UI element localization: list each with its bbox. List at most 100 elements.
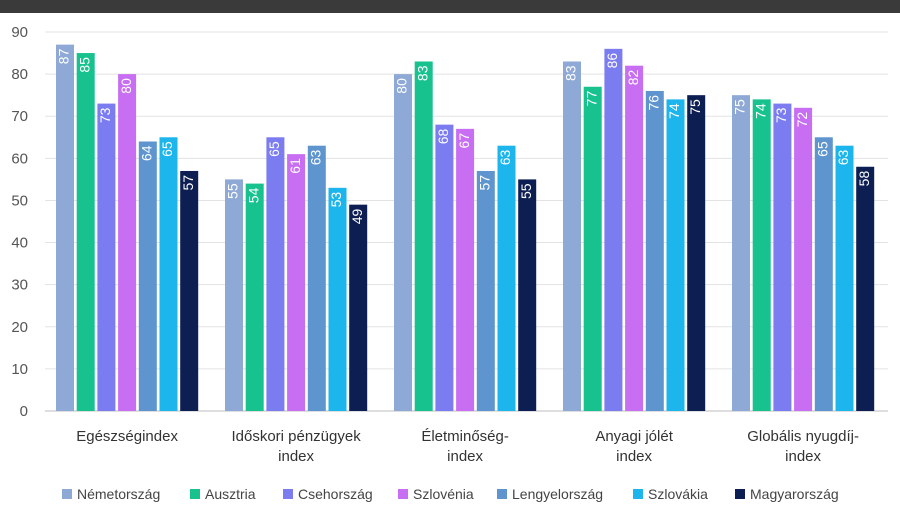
legend-label: Magyarország <box>750 486 839 502</box>
bar-value-label: 73 <box>773 107 789 123</box>
bar-value-label: 58 <box>856 171 872 187</box>
bar-value-label: 63 <box>835 149 851 165</box>
bar-value-label: 74 <box>752 103 768 119</box>
bar <box>138 141 157 411</box>
y-tick-label: 80 <box>11 66 28 83</box>
y-tick-label: 40 <box>11 235 28 252</box>
bar <box>328 187 347 411</box>
bar-value-label: 74 <box>666 103 682 119</box>
bar <box>307 145 326 411</box>
bar-value-label: 57 <box>180 175 196 191</box>
y-tick-label: 50 <box>11 192 28 209</box>
bar-value-label: 65 <box>815 141 831 157</box>
bar <box>394 74 412 411</box>
bar-value-label: 65 <box>266 141 282 157</box>
bar-value-label: 83 <box>563 65 579 81</box>
bar <box>476 170 495 411</box>
y-tick-label: 60 <box>11 150 28 167</box>
bar-value-label: 63 <box>497 149 513 165</box>
bar <box>497 145 516 411</box>
legend-swatch <box>633 489 643 499</box>
bar-value-label: 57 <box>477 175 493 191</box>
bar-value-label: 83 <box>414 65 430 81</box>
bar-value-label: 67 <box>456 133 472 149</box>
bar <box>266 137 285 411</box>
bar <box>794 107 813 412</box>
bar <box>118 74 137 411</box>
bar <box>180 170 199 411</box>
bar-value-label: 55 <box>225 183 241 199</box>
bar <box>518 179 537 411</box>
category-label: Időskori pénzügyek index <box>231 428 361 465</box>
bar-value-label: 53 <box>328 192 344 208</box>
bar-value-label: 54 <box>245 187 261 203</box>
bar-value-label: 63 <box>308 149 324 165</box>
bar <box>287 154 306 411</box>
bar <box>835 145 854 411</box>
bar <box>732 95 750 412</box>
y-tick-label: 10 <box>11 361 28 378</box>
bar <box>814 137 833 411</box>
bar <box>773 103 792 411</box>
bar-value-label: 65 <box>159 141 175 157</box>
bar <box>76 53 95 412</box>
bar <box>645 90 664 411</box>
legend-swatch <box>62 489 72 499</box>
category-label: Globális nyugdíj-index <box>747 428 859 465</box>
bar-value-label: 77 <box>583 91 599 107</box>
legend-swatch <box>497 489 507 499</box>
bar <box>604 48 623 411</box>
bar-value-label: 68 <box>435 128 451 144</box>
y-tick-label: 0 <box>20 403 28 420</box>
bar <box>245 183 264 411</box>
bar <box>563 61 581 411</box>
bar-value-label: 75 <box>732 99 748 115</box>
legend-label: Szlovénia <box>413 486 474 502</box>
y-tick-label: 30 <box>11 277 28 294</box>
bar <box>625 65 644 411</box>
bar <box>456 128 475 411</box>
bar <box>687 95 706 412</box>
bar-value-label: 72 <box>794 112 810 128</box>
bar <box>159 137 178 411</box>
bar <box>225 179 243 411</box>
legend-label: Ausztria <box>205 486 256 502</box>
bar-value-label: 80 <box>118 78 134 94</box>
bar-value-label: 76 <box>646 95 662 111</box>
legend-swatch <box>190 489 200 499</box>
bar-value-label: 87 <box>56 48 72 64</box>
legend-swatch <box>283 489 293 499</box>
bar <box>349 204 368 411</box>
window-top-bar <box>0 0 900 13</box>
bar <box>856 166 875 411</box>
bar <box>435 124 454 412</box>
bar-value-label: 64 <box>139 145 155 161</box>
bar <box>583 86 602 411</box>
legend-label: Németország <box>77 486 160 502</box>
y-tick-label: 70 <box>11 108 28 125</box>
bar <box>56 44 74 412</box>
bar <box>97 103 116 411</box>
legend-swatch <box>735 489 745 499</box>
bar-value-label: 85 <box>76 57 92 73</box>
bar-value-label: 80 <box>394 78 410 94</box>
legend-label: Lengyelország <box>512 486 603 502</box>
category-label: Egészségindex <box>76 428 178 445</box>
legend-swatch <box>398 489 408 499</box>
bar-value-label: 55 <box>518 183 534 199</box>
y-tick-label: 20 <box>11 319 28 336</box>
bar <box>414 61 433 411</box>
bar-value-label: 75 <box>687 99 703 115</box>
bar-value-label: 49 <box>349 208 365 224</box>
bar-value-label: 73 <box>97 107 113 123</box>
bar-value-label: 82 <box>625 69 641 85</box>
category-label: Életminőség-index <box>421 428 509 465</box>
bar-value-label: 61 <box>287 158 303 174</box>
category-label: Anyagi jólét index <box>595 428 673 465</box>
legend-label: Szlovákia <box>648 486 708 502</box>
bar-value-label: 86 <box>604 53 620 69</box>
bar <box>752 99 771 411</box>
y-tick-label: 90 <box>11 24 28 41</box>
legend-label: Csehország <box>298 486 373 502</box>
